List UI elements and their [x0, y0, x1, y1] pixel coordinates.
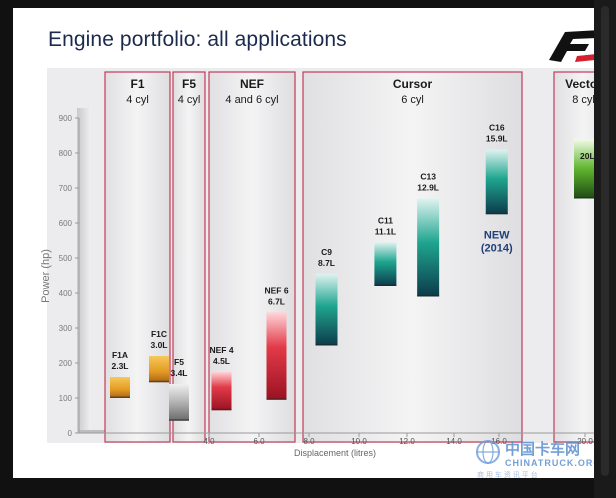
x-tick-label: 4.0 [203, 437, 215, 446]
engine-chart: F1 4 cyl F5 4 cyl NEF 4 and 6 cyl Cursor 6 cyl V… [40, 68, 594, 458]
engine-displacement: 20L [580, 151, 594, 161]
engine-label: NEF 4 [209, 345, 233, 355]
watermark-sub: 商 用 车 资 讯 平 台 [477, 470, 538, 478]
y-tick-label: 700 [59, 184, 73, 193]
family-panel [302, 71, 523, 443]
engine-label: NEF 6 [264, 285, 288, 295]
engine-bar-base [266, 398, 287, 400]
y-tick-label: 0 [68, 429, 73, 438]
family-name: F5 [182, 77, 196, 91]
engine-label: F1C [151, 329, 167, 339]
x-tick-label: 12.0 [399, 437, 415, 446]
engine-label: F1A [112, 350, 128, 360]
family-panel [172, 71, 206, 443]
engine-bar [110, 377, 130, 398]
family-name: Cursor [393, 77, 433, 91]
y-tick-label: 600 [59, 219, 73, 228]
x-tick-label: 8.0 [303, 437, 315, 446]
axis-stub [79, 430, 105, 433]
engine-label: C16 [489, 123, 505, 133]
family-cyl: 8 cyl [572, 94, 594, 106]
y-tick-label: 900 [59, 114, 73, 123]
engine-bar [169, 384, 189, 421]
engine-displacement: 2.3L [111, 361, 128, 371]
engine-bar [266, 312, 287, 400]
engine-bar-base [315, 344, 338, 346]
watermark-en: CHINATRUCK.ORG [505, 458, 594, 468]
engine-bar [485, 149, 508, 215]
engine-bar [417, 198, 440, 297]
engine-label: C9 [321, 247, 332, 257]
watermark: 中国卡车网 CHINATRUCK.ORG 商 用 车 资 讯 平 台 [476, 440, 594, 478]
engine-label: C13 [420, 172, 436, 182]
engine-bar [211, 371, 232, 411]
engine-bar-base [574, 197, 594, 199]
family-cyl: 4 cyl [126, 94, 149, 106]
slide: Engine portfolio: all applications [13, 8, 594, 478]
x-axis-label: Displacement (litres) [294, 448, 376, 458]
engine-displacement: 4.5L [213, 356, 230, 366]
y-tick-label: 200 [59, 359, 73, 368]
x-tick-label: 6.0 [253, 437, 265, 446]
new-annotation: (2014) [481, 242, 513, 254]
y-tick-label: 500 [59, 254, 73, 263]
family-name: F1 [130, 77, 144, 91]
y-tick-label: 300 [59, 324, 73, 333]
family-name: Vector [565, 77, 594, 91]
engine-displacement: 3.4L [170, 368, 187, 378]
engine-displacement: 12.9L [417, 183, 439, 193]
scrollbar-thumb[interactable] [601, 6, 609, 476]
engine-displacement: 11.1L [375, 226, 396, 236]
y-tick-label: 400 [59, 289, 73, 298]
family-cyl: 4 and 6 cyl [225, 94, 278, 106]
engine-bar-base [149, 380, 169, 383]
watermark-cn: 中国卡车网 [505, 440, 580, 458]
engine-bar [149, 356, 169, 383]
family-name: NEF [240, 77, 264, 91]
x-tick-label: 14.0 [446, 437, 462, 446]
x-tick-label: 20.0 [577, 437, 593, 446]
new-annotation: NEW [484, 229, 510, 241]
engine-bar-base [211, 408, 232, 411]
x-tick-label: 10.0 [351, 437, 367, 446]
engine-bar-base [485, 212, 508, 215]
vertical-scrollbar[interactable] [594, 0, 616, 498]
engine-bar-base [417, 295, 440, 297]
engine-label: F5 [174, 357, 184, 367]
engine-bar [574, 139, 594, 199]
engine-bar-base [374, 284, 397, 286]
axis-shading [77, 108, 91, 433]
engine-displacement: 8.7L [318, 258, 335, 268]
engine-bar-base [110, 396, 130, 398]
engine-displacement: 3.0L [150, 340, 167, 350]
engine-bar [315, 273, 338, 346]
engine-label: C11 [378, 215, 393, 225]
y-tick-label: 100 [59, 394, 73, 403]
brand-logo [549, 30, 594, 62]
engine-bar [374, 242, 397, 286]
family-cyl: 4 cyl [178, 94, 201, 106]
engine-displacement: 6.7L [268, 296, 285, 306]
family-panel [553, 71, 594, 443]
page-title: Engine portfolio: all applications [48, 28, 347, 51]
engine-bar-base [169, 419, 189, 421]
x-tick-label: 16.0 [491, 437, 507, 446]
engine-displacement: 15.9L [486, 134, 508, 144]
y-axis-label: Power (hp) [40, 249, 52, 303]
family-cyl: 6 cyl [401, 94, 424, 106]
y-tick-label: 800 [59, 149, 73, 158]
